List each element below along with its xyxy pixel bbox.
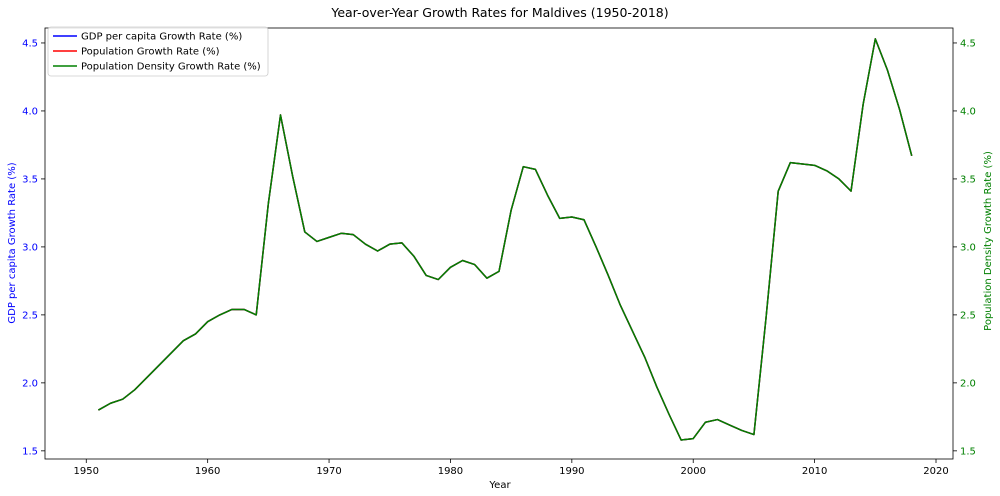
legend: GDP per capita Growth Rate (%) Populatio… [47, 26, 269, 77]
legend-label-density: Population Density Growth Rate (%) [81, 62, 261, 73]
chart-title: Year-over-Year Growth Rates for Maldives… [330, 5, 668, 20]
y-left-tick-label: 4.0 [22, 106, 38, 117]
x-tick-label: 2020 [923, 466, 948, 477]
y-left-axis-label: GDP per capita Growth Rate (%) [7, 162, 18, 323]
x-tick-label: 1960 [195, 466, 220, 477]
y-right-axis-label: Population Density Growth Rate (%) [983, 151, 994, 331]
x-tick-label: 2010 [802, 466, 827, 477]
plot-frame [44, 27, 954, 460]
y-right-tick-label: 2.5 [960, 310, 976, 321]
y-right-tick-label: 1.5 [960, 446, 976, 457]
y-left-tick-label: 4.5 [22, 38, 38, 49]
series-line-population-density [98, 38, 913, 441]
x-tick-label: 1950 [74, 466, 99, 477]
x-tick-label: 1990 [559, 466, 584, 477]
y-left-tick-label: 1.5 [22, 446, 38, 457]
x-tick-label: 1980 [438, 466, 463, 477]
y-right-tick-label: 2.0 [960, 378, 976, 389]
x-tick-label: 2000 [680, 466, 705, 477]
y-right-tick-label: 3.0 [960, 242, 976, 253]
x-axis-label: Year [488, 480, 511, 491]
y-right-tick-label: 4.0 [960, 106, 976, 117]
x-axis-ticks: 1950 1960 1970 1980 1990 2000 2010 2020 [74, 459, 949, 477]
x-tick-label: 1970 [316, 466, 341, 477]
legend-box [47, 26, 269, 77]
y-left-tick-label: 2.0 [22, 378, 38, 389]
legend-label-gdp: GDP per capita Growth Rate (%) [81, 32, 242, 43]
y-right-tick-label: 4.5 [960, 38, 976, 49]
y-left-tick-label: 3.5 [22, 174, 38, 185]
y-right-tick-label: 3.5 [960, 174, 976, 185]
y-left-tick-label: 3.0 [22, 242, 38, 253]
y-left-tick-label: 2.5 [22, 310, 38, 321]
y-right-axis-ticks: 1.5 2.0 2.5 3.0 3.5 4.0 4.5 [953, 38, 976, 457]
y-left-axis-ticks: 1.5 2.0 2.5 3.0 3.5 4.0 4.5 [22, 38, 45, 457]
plot-lines [98, 38, 913, 441]
legend-label-population: Population Growth Rate (%) [81, 47, 220, 58]
